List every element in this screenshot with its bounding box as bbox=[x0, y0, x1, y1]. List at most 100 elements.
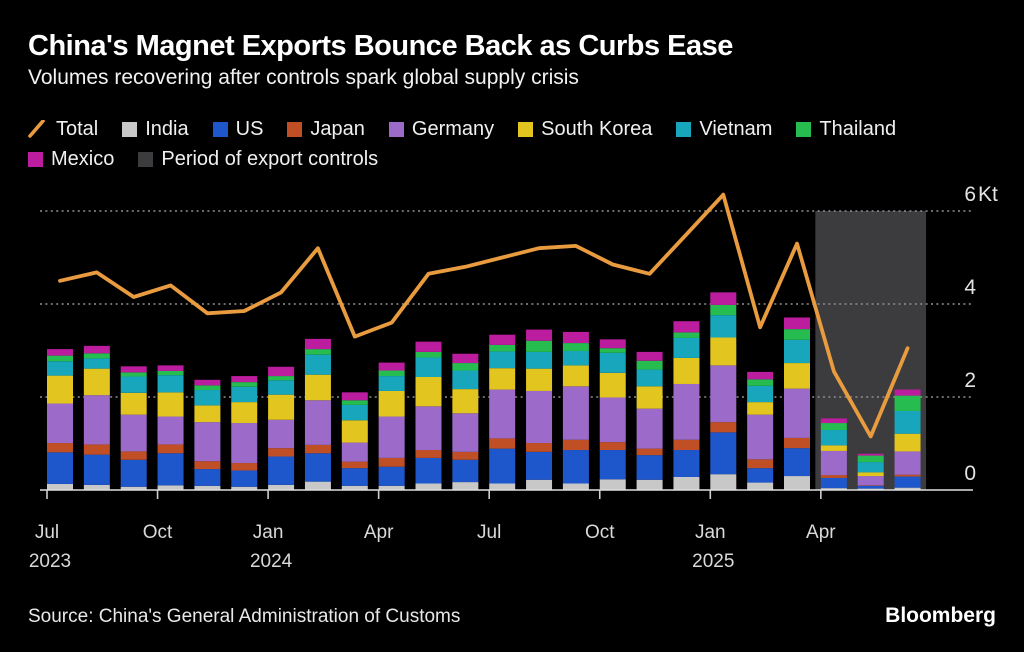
bar-segment-oct-2023-thailand bbox=[157, 370, 184, 376]
bar-segment-apr-2024-vietnam bbox=[378, 376, 405, 391]
bar-segment-apr-2025-india bbox=[820, 488, 847, 490]
bar-mar-2025 bbox=[784, 317, 810, 490]
bar-segment-apr-2025-south-korea bbox=[820, 445, 847, 451]
bar-segment-jun-2025-mexico bbox=[894, 389, 921, 396]
x-year-label-2025: 2025 bbox=[692, 551, 734, 572]
bar-segment-jul-2023-vietnam bbox=[47, 361, 73, 376]
bar-segment-mar-2024-vietnam bbox=[341, 404, 368, 421]
bar-oct-2024 bbox=[599, 339, 626, 490]
bar-segment-aug-2023-us bbox=[83, 454, 110, 485]
x-label-oct-3: Oct bbox=[143, 522, 173, 543]
legend-label: Total bbox=[56, 117, 99, 140]
india-swatch-icon bbox=[122, 121, 138, 137]
bar-segment-jan-2025-mexico bbox=[710, 292, 737, 305]
bar-segment-feb-2025-india bbox=[747, 482, 774, 490]
bar-segment-nov-2023-india bbox=[194, 485, 221, 490]
bar-sep-2024 bbox=[562, 331, 589, 490]
bar-segment-jul-2023-japan bbox=[47, 443, 73, 453]
bar-dec-2023 bbox=[231, 376, 258, 490]
bar-segment-sep-2024-germany bbox=[562, 386, 589, 440]
bar-segment-mar-2024-thailand bbox=[341, 400, 368, 405]
bar-segment-jul-2024-vietnam bbox=[489, 351, 516, 369]
bar-segment-mar-2024-india bbox=[341, 485, 368, 490]
bar-segment-dec-2023-germany bbox=[231, 423, 258, 464]
bar-segment-oct-2023-vietnam bbox=[157, 375, 184, 393]
us-swatch-icon bbox=[212, 121, 228, 137]
bloomberg-logo: Bloomberg bbox=[885, 604, 996, 627]
x-axis-labels: Jul 2023 Oct Jan 2024 Apr Jul Oct Jan 2025 Apr bbox=[29, 490, 836, 572]
bar-segment-feb-2024-south-korea bbox=[304, 374, 331, 401]
bar-segment-oct-2024-japan bbox=[599, 442, 626, 451]
bar-segment-sep-2024-japan bbox=[562, 439, 589, 451]
bar-segment-nov-2024-vietnam bbox=[636, 369, 663, 387]
bar-segment-jul-2023-germany bbox=[47, 403, 73, 444]
bar-jun-2025 bbox=[894, 389, 921, 490]
bar-segment-jun-2025-south-korea bbox=[894, 433, 921, 452]
bar-segment-jun-2024-us bbox=[452, 459, 479, 483]
y-axis-labels: 0 2 4 6 Kt bbox=[964, 183, 998, 485]
bar-apr-2024 bbox=[378, 362, 405, 490]
bar-segment-jul-2024-thailand bbox=[489, 344, 516, 352]
bar-segment-dec-2024-japan bbox=[673, 439, 700, 451]
bar-segment-sep-2024-south-korea bbox=[562, 365, 589, 387]
total-line-swatch-icon bbox=[28, 120, 45, 138]
legend: Total India US Japan Germany South Korea Vietn… bbox=[28, 114, 1008, 174]
bar-segment-may-2024-mexico bbox=[415, 341, 442, 352]
legend-label: Mexico bbox=[51, 147, 115, 170]
bar-segment-apr-2025-mexico bbox=[820, 418, 847, 424]
bar-segment-sep-2023-vietnam bbox=[120, 376, 147, 393]
bar-segment-jan-2025-us bbox=[710, 432, 737, 475]
bar-segment-may-2025-south-korea bbox=[857, 472, 884, 477]
mexico-swatch-icon bbox=[28, 151, 43, 167]
bar-segment-mar-2024-germany bbox=[341, 442, 368, 462]
legend-label: US bbox=[235, 117, 264, 140]
south-korea-swatch-icon bbox=[518, 121, 534, 137]
bar-segment-dec-2023-india bbox=[231, 486, 258, 490]
bar-segment-may-2024-japan bbox=[415, 450, 442, 458]
bar-segment-oct-2024-india bbox=[599, 479, 626, 490]
bar-segment-jun-2024-germany bbox=[452, 413, 479, 452]
bar-segment-dec-2024-south-korea bbox=[673, 357, 700, 384]
total-exports-line bbox=[58, 192, 910, 439]
bar-segment-aug-2023-japan bbox=[83, 444, 110, 455]
bar-segment-mar-2025-japan bbox=[784, 437, 810, 449]
legend-label: Thailand bbox=[819, 117, 897, 140]
bar-segment-jan-2025-south-korea bbox=[710, 337, 737, 366]
legend-label: Period of export controls bbox=[161, 147, 379, 170]
period-of-export-controls-swatch-icon bbox=[138, 151, 154, 167]
bar-segment-sep-2023-india bbox=[120, 486, 147, 490]
bar-segment-jan-2024-japan bbox=[268, 448, 295, 457]
bar-segment-dec-2023-vietnam bbox=[231, 386, 258, 403]
bar-segment-sep-2023-south-korea bbox=[120, 392, 147, 415]
bar-segment-aug-2023-mexico bbox=[83, 345, 110, 354]
bar-segment-dec-2023-south-korea bbox=[231, 402, 258, 424]
legend-label: Germany bbox=[411, 117, 495, 140]
y-label-4: 4 bbox=[964, 276, 976, 299]
bar-segment-jan-2025-india bbox=[710, 474, 737, 490]
bar-segment-feb-2025-mexico bbox=[747, 371, 774, 380]
legend-row-1: Total India US Japan Germany South Korea Vietn… bbox=[28, 114, 1008, 144]
bar-segment-feb-2025-vietnam bbox=[747, 385, 774, 403]
legend-item-india: India bbox=[122, 117, 189, 141]
bar-nov-2023 bbox=[194, 379, 221, 490]
bar-segment-jun-2025-japan bbox=[894, 474, 921, 477]
bar-segment-may-2025-us bbox=[857, 485, 884, 489]
bar-segment-mar-2024-south-korea bbox=[341, 420, 368, 443]
bar-segment-apr-2024-india bbox=[378, 485, 405, 490]
bar-segment-jul-2023-thailand bbox=[47, 355, 73, 362]
legend-item-thailand: Thailand bbox=[796, 118, 896, 141]
bar-segment-feb-2024-vietnam bbox=[304, 354, 331, 375]
bar-segment-jan-2024-mexico bbox=[268, 366, 295, 377]
bar-segment-may-2024-thailand bbox=[415, 351, 442, 358]
bar-segment-apr-2025-thailand bbox=[820, 423, 847, 431]
bar-segment-jul-2024-india bbox=[489, 483, 516, 490]
legend-label: India bbox=[145, 117, 189, 140]
bar-segment-apr-2024-thailand bbox=[378, 370, 405, 377]
bar-segment-oct-2023-germany bbox=[157, 416, 184, 445]
bar-segment-nov-2023-mexico bbox=[194, 379, 221, 386]
bar-segment-dec-2023-mexico bbox=[231, 376, 258, 383]
bar-segment-jan-2024-vietnam bbox=[268, 380, 295, 395]
bar-segment-mar-2024-mexico bbox=[341, 392, 368, 401]
bar-segment-sep-2024-us bbox=[562, 450, 589, 484]
legend-item-period-of-export-controls: Period of export controls bbox=[138, 148, 378, 171]
